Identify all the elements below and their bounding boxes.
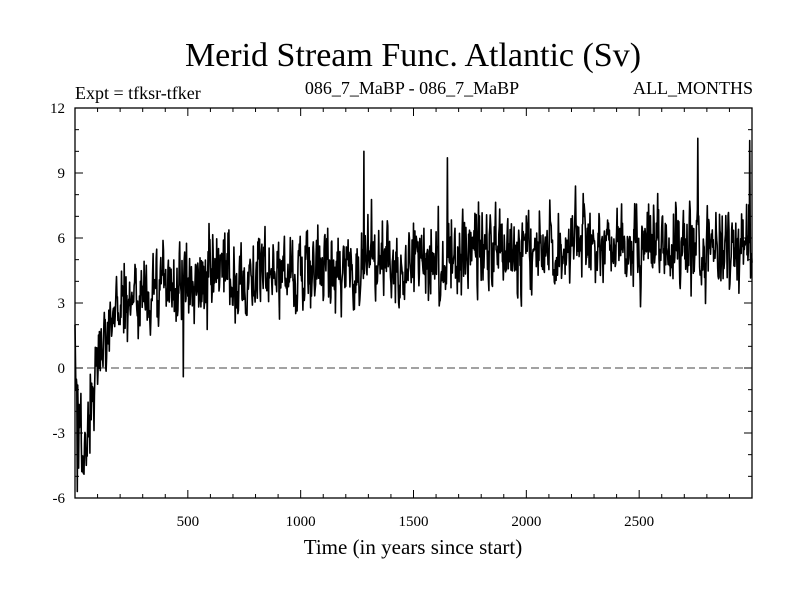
y-tick-label: 3 [58,296,66,312]
y-tick-label: 12 [50,101,65,117]
x-tick-label: 1000 [286,514,316,530]
chart-title: Merid Stream Func. Atlantic (Sv) [185,37,641,74]
data-series-line [74,137,753,493]
y-tick-label: -3 [53,426,66,442]
y-tick-labels: -6 -3 0 3 6 9 12 [50,101,66,507]
axis-ticks [75,108,752,498]
y-tick-label: 0 [58,361,66,377]
x-tick-label: 2000 [511,514,541,530]
x-tick-label: 500 [177,514,200,530]
months-label: ALL_MONTHS [633,78,753,98]
y-tick-label: 6 [58,231,66,247]
plot-frame [74,107,753,499]
x-axis-label: Time (in years since start) [304,535,523,559]
experiment-label: Expt = tfksr-tfker [75,83,201,103]
y-tick-label: 9 [58,166,66,182]
x-tick-label: 1500 [399,514,429,530]
period-label: 086_7_MaBP - 086_7_MaBP [305,78,519,98]
x-tick-label: 2500 [624,514,654,530]
y-tick-label: -6 [53,491,66,507]
x-tick-labels: 500 1000 1500 2000 2500 [177,514,655,530]
